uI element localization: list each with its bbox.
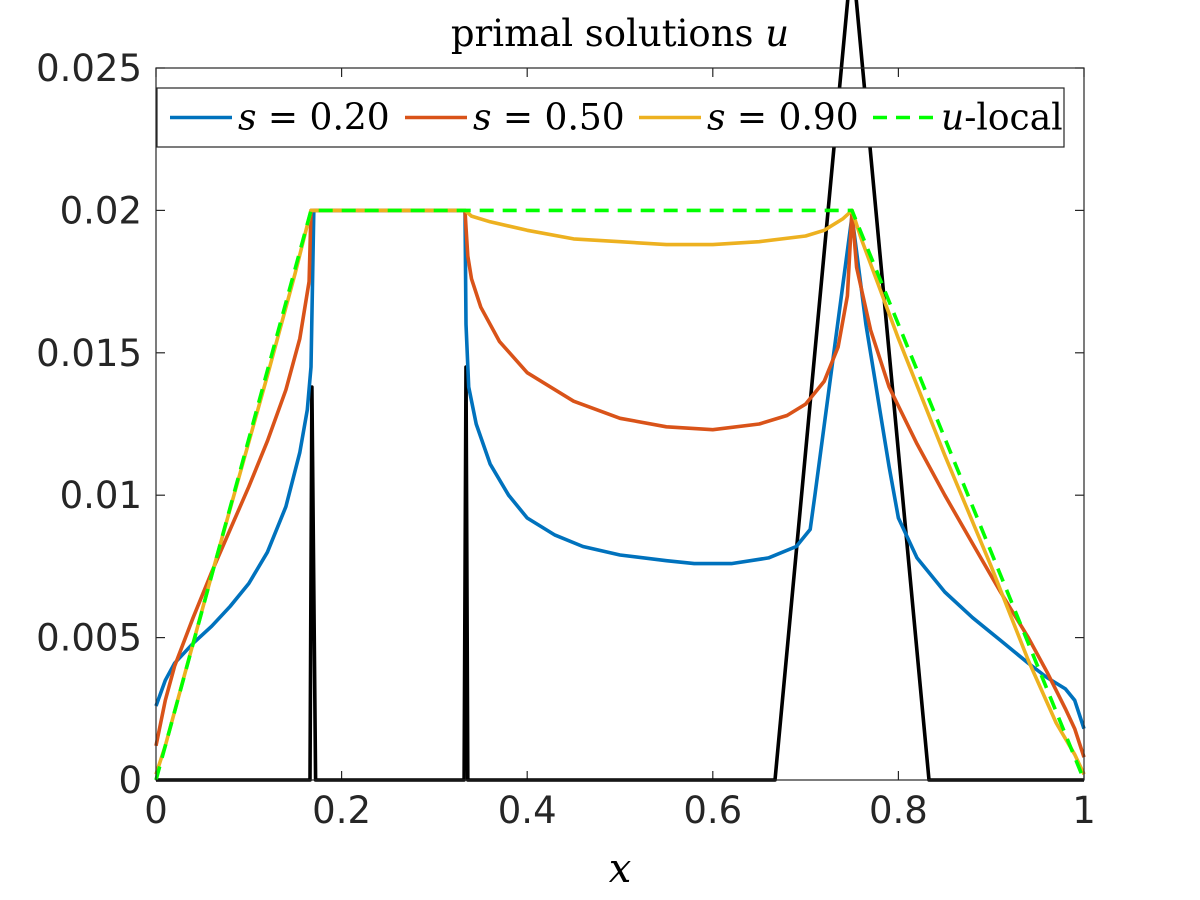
y-tick-label: 0.01 [60, 474, 142, 517]
chart-title-text: primal solutions [451, 12, 754, 55]
y-tick-label: 0.005 [36, 617, 142, 660]
series-line-obstacle [156, 0, 1084, 782]
series-line-s-0-50 [154, 208, 1086, 758]
chart-title-var: u [765, 12, 789, 55]
y-tick-label: 0.025 [36, 47, 142, 90]
ticks-group: 0 0.2 0.4 0.6 0.8 1 0 0.005 0.01 0.015 0.02 0.025 [36, 47, 1096, 832]
legend: s = 0.20 s = 0.50 s = 0.90 u-local [156, 87, 1065, 148]
y-tick-label: 0 [118, 759, 142, 802]
legend-label: s = 0.20 [238, 98, 390, 139]
x-tick-label: 0.2 [312, 789, 371, 832]
series-layer [154, 0, 1086, 782]
legend-items: s = 0.20 s = 0.50 s = 0.90 u-local [170, 98, 1063, 139]
x-tick-label: 1 [1072, 789, 1096, 832]
legend-label: u-local [941, 98, 1063, 139]
plot-frame [155, 67, 1085, 781]
series-line-u-local [154, 208, 1086, 781]
plot-area [156, 68, 1084, 780]
chart-title: primal solutions u [451, 12, 789, 55]
x-tick-label: 0.4 [498, 789, 557, 832]
y-tick-label: 0.02 [60, 189, 142, 232]
y-tick-label: 0.015 [36, 332, 142, 375]
series-line-s-0-20 [154, 208, 1086, 730]
legend-box [156, 87, 1065, 148]
x-tick-label: 0.6 [683, 789, 742, 832]
series-line-s-0-90 [154, 208, 1086, 776]
x-tick-label: 0.8 [869, 789, 928, 832]
legend-label: s = 0.50 [473, 98, 625, 139]
x-tick-label: 0 [144, 789, 168, 832]
legend-label: s = 0.90 [707, 98, 859, 139]
x-axis-label: x [609, 846, 632, 892]
